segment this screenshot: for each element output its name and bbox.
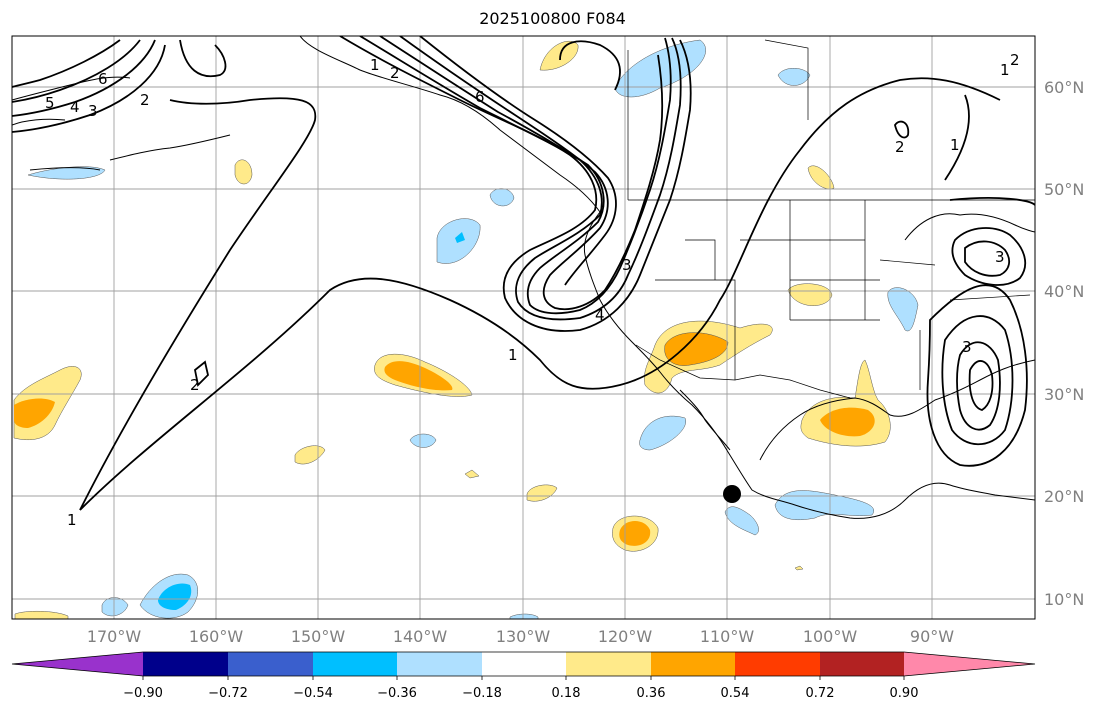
anomaly-positive (526, 484, 558, 502)
contour-label: 2 (895, 138, 905, 156)
colorbar-segment (904, 652, 1035, 676)
contour-label: 4 (595, 306, 605, 324)
anomaly-negative-core (455, 232, 465, 243)
location-marker (723, 485, 741, 503)
contour-label: 4 (70, 98, 80, 116)
colorbar-tick-label: −0.54 (293, 686, 333, 701)
contour-label: 1 (67, 511, 77, 529)
colorbar-segment (735, 652, 820, 676)
colorbar-tick-label: −0.18 (462, 686, 502, 701)
contour-label: 1 (950, 136, 960, 154)
contour-label: 2 (390, 64, 400, 82)
contour-label-group: 1 2 1 3 4 1 2 6 5 4 3 6 2 2 1 1 2 3 3 (45, 51, 1020, 529)
anomaly-negative (724, 506, 759, 536)
anomaly-positive (787, 283, 833, 306)
anomaly-positive (807, 165, 835, 190)
contour-label: 3 (88, 102, 98, 120)
map-title: 2025100800 F084 (479, 9, 626, 28)
lon-label: 100°W (803, 627, 858, 646)
anomaly-positive (539, 40, 579, 71)
map-panel (12, 36, 1035, 619)
coastlines (12, 36, 1035, 519)
lat-label: 20°N (1044, 487, 1084, 506)
colorbar-segment (397, 652, 482, 676)
lon-label: 130°W (496, 627, 551, 646)
anomaly-negative-core (158, 583, 192, 610)
lon-label: 120°W (598, 627, 653, 646)
contour-label: 1 (1000, 61, 1010, 79)
colorbar-segment (313, 652, 397, 676)
colorbar-segment (820, 652, 904, 676)
lat-label: 30°N (1044, 385, 1084, 404)
colorbar-tick-label: 0.72 (806, 686, 835, 701)
lat-label: 40°N (1044, 282, 1084, 301)
anomaly-positive-core (384, 361, 453, 391)
lon-label: 150°W (291, 627, 346, 646)
colorbar-segment (482, 652, 566, 676)
contour-lines (12, 36, 1035, 511)
anomaly-positive (794, 565, 804, 571)
colorbar-segment (12, 652, 143, 676)
colorbar-segment (566, 652, 651, 676)
lat-label: 10°N (1044, 590, 1084, 609)
colorbar-tick-label: 0.54 (721, 686, 750, 701)
anomaly-positive-core (664, 332, 729, 366)
lon-label: 110°W (700, 627, 755, 646)
lon-label: 140°W (393, 627, 448, 646)
longitude-labels: 170°W 160°W 150°W 140°W 130°W 120°W 110°… (87, 627, 954, 646)
colorbar-segment (228, 652, 313, 676)
anomaly-positive-core (14, 398, 55, 428)
colorbar-tick-label: 0.90 (890, 686, 919, 701)
colorbar-tick-label: −0.72 (208, 686, 248, 701)
contour-label: 2 (190, 376, 200, 394)
colorbar: −0.90 −0.72 −0.54 −0.36 −0.18 0.18 0.36 … (11, 651, 1036, 701)
colorbar-tick-label: 0.18 (552, 686, 581, 701)
anomaly-negative (887, 287, 919, 332)
colorbar-tick-label: −0.90 (123, 686, 163, 701)
anomaly-positive-core (820, 407, 875, 437)
contour-label: 2 (140, 91, 150, 109)
anomaly-negative (774, 490, 874, 521)
colorbar-tick-label: −0.36 (377, 686, 417, 701)
contour-label: 6 (98, 70, 108, 88)
lat-label: 60°N (1044, 78, 1084, 97)
contour-label: 1 (370, 56, 380, 74)
graticule (12, 36, 1035, 619)
lon-label: 160°W (189, 627, 244, 646)
colorbar-tick-label: 0.36 (637, 686, 666, 701)
colorbar-segment (143, 652, 228, 676)
anomaly-positive-core (619, 521, 651, 546)
contour-label: 3 (962, 338, 972, 356)
anomaly-positive (234, 159, 253, 185)
lat-label: 50°N (1044, 180, 1084, 199)
contour-label: 3 (622, 256, 632, 274)
shaded-anomalies (13, 39, 919, 619)
anomaly-negative (639, 415, 686, 451)
anomaly-negative (27, 166, 106, 180)
contour-label: 5 (45, 94, 55, 112)
anomaly-positive (294, 445, 326, 465)
anomaly-positive (464, 469, 480, 479)
contour-label: 6 (475, 88, 485, 106)
anomaly-negative (777, 68, 811, 86)
contour-label: 1 (508, 346, 518, 364)
lon-label: 170°W (87, 627, 142, 646)
latitude-labels: 60°N 50°N 40°N 30°N 20°N 10°N (1044, 78, 1084, 609)
lon-label: 90°W (910, 627, 954, 646)
contour-label: 2 (1010, 51, 1020, 69)
map-frame (11, 35, 1036, 620)
contour-label: 3 (995, 248, 1005, 266)
colorbar-segment (651, 652, 735, 676)
anomaly-negative (409, 433, 437, 448)
